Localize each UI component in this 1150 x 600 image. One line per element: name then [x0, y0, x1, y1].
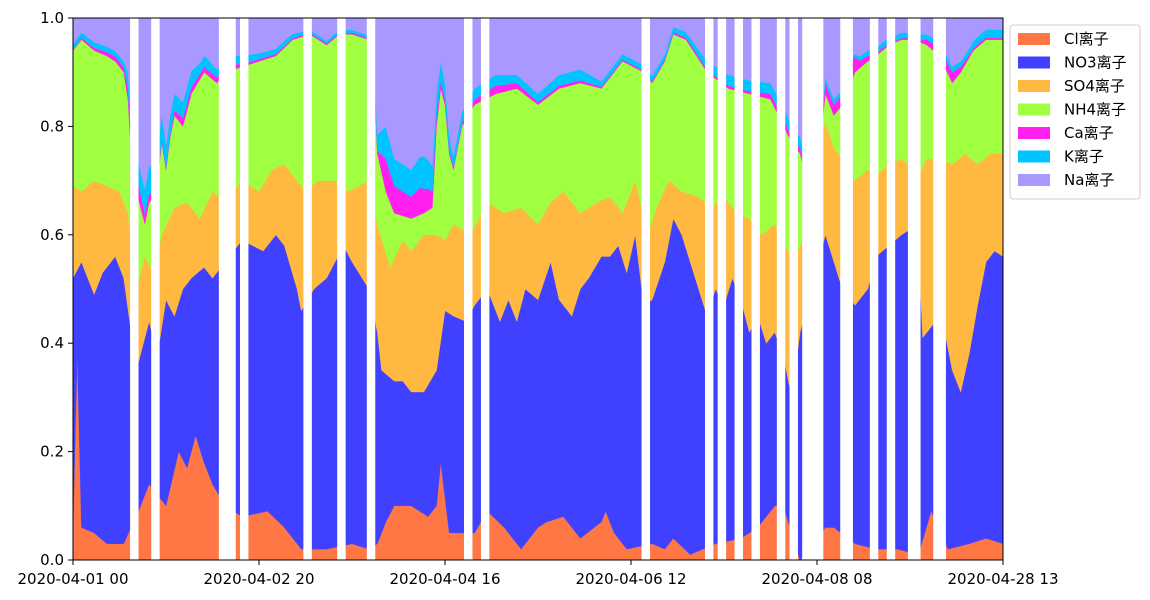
y-tick-label: 0.2 [40, 443, 64, 461]
gap-7 [464, 18, 473, 560]
gap-16 [802, 18, 824, 560]
x-tick-label: 2020-04-08 08 [761, 570, 872, 588]
legend-label: NO3离子 [1064, 54, 1127, 72]
gap-18 [869, 18, 879, 560]
legend-swatch [1018, 56, 1050, 69]
gap-20 [907, 18, 921, 560]
y-tick-label: 0.4 [40, 334, 64, 352]
x-tick-label: 2020-04-02 20 [203, 570, 314, 588]
legend-swatch [1018, 150, 1050, 163]
gap-8 [480, 18, 490, 560]
legend-swatch [1018, 103, 1050, 116]
legend-swatch [1018, 174, 1050, 186]
gap-15 [789, 18, 798, 560]
gap-1 [151, 18, 160, 560]
gap-3 [239, 18, 249, 560]
gap-21 [933, 18, 946, 560]
legend-label: NH4离子 [1064, 101, 1126, 119]
legend-swatch [1018, 127, 1050, 139]
legend-label: Cl离子 [1064, 30, 1109, 48]
gap-12 [734, 18, 744, 560]
legend-label: Na离子 [1064, 171, 1114, 189]
legend-swatch [1018, 80, 1050, 92]
x-tick-label: 2020-04-06 12 [575, 570, 686, 588]
y-axis: 0.0 0.2 0.4 0.6 0.8 1.0 [40, 9, 73, 569]
gap-9 [641, 18, 651, 560]
gap-13 [751, 18, 760, 560]
gap-14 [776, 18, 786, 560]
legend: Cl离子 NO3离子 SO4离子 NH4离子 Ca离子 K离子 Na离子 [1009, 24, 1141, 200]
plot-frame [72, 17, 1004, 561]
gap-2 [218, 18, 236, 560]
y-tick-label: 0.8 [40, 117, 64, 135]
y-tick-label: 0.0 [40, 551, 64, 569]
y-tick-label: 0.6 [40, 226, 64, 244]
gap-17 [840, 18, 853, 560]
y-tick-label: 1.0 [40, 9, 64, 27]
gap-6 [366, 18, 376, 560]
gap-4 [303, 18, 312, 560]
gap-10 [704, 18, 714, 560]
x-tick-label: 2020-04-01 00 [17, 570, 128, 588]
gap-5 [337, 18, 346, 560]
legend-swatch [1018, 33, 1050, 45]
legend-label: SO4离子 [1064, 77, 1125, 95]
x-axis: 2020-04-01 00 2020-04-02 20 2020-04-04 16 2… [17, 560, 1059, 588]
gap-0 [130, 18, 139, 560]
x-tick-label: 2020-04-04 16 [389, 570, 500, 588]
gap-11 [717, 18, 727, 560]
legend-label: Ca离子 [1064, 124, 1114, 142]
x-tick-label: 2020-04-28 13 [947, 570, 1058, 588]
missing-data-gaps [130, 18, 946, 560]
gap-19 [886, 18, 896, 560]
legend-label: K离子 [1064, 148, 1104, 166]
plot-areas [72, 17, 1004, 561]
